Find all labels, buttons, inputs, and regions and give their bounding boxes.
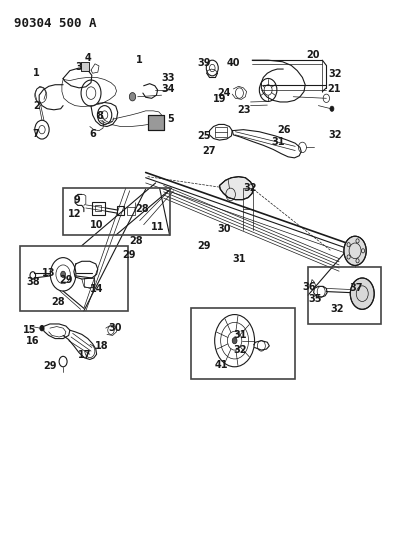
Bar	[308, 266, 381, 324]
Text: 30: 30	[217, 224, 231, 234]
Text: 12: 12	[68, 209, 82, 219]
Text: 32: 32	[330, 304, 344, 314]
Circle shape	[330, 106, 334, 111]
Bar	[148, 115, 164, 130]
Bar	[63, 188, 170, 235]
Text: 31: 31	[234, 330, 247, 341]
Polygon shape	[219, 176, 253, 200]
Text: 16: 16	[26, 336, 39, 346]
Text: 32: 32	[243, 183, 257, 193]
Text: 27: 27	[202, 146, 215, 156]
Bar	[81, 62, 90, 71]
Text: 11: 11	[151, 222, 164, 232]
Bar	[116, 206, 124, 215]
Text: 40: 40	[227, 58, 240, 68]
Text: 30: 30	[109, 323, 122, 333]
Bar	[92, 202, 105, 215]
Text: 19: 19	[213, 94, 227, 104]
Text: 31: 31	[272, 137, 285, 147]
Text: 21: 21	[327, 84, 341, 94]
Text: 18: 18	[95, 341, 109, 351]
Bar	[243, 188, 253, 209]
Text: 25: 25	[197, 131, 211, 141]
Text: 28: 28	[51, 297, 65, 307]
Bar	[81, 62, 90, 71]
Bar	[191, 308, 295, 379]
Text: 24: 24	[217, 88, 231, 98]
Text: 29: 29	[122, 250, 136, 260]
Text: 29: 29	[197, 240, 211, 251]
Bar	[148, 115, 164, 130]
Text: 28: 28	[136, 204, 149, 214]
Text: 36: 36	[302, 282, 316, 293]
Text: 6: 6	[90, 129, 96, 139]
Text: 8: 8	[96, 111, 103, 121]
Text: 37: 37	[349, 284, 363, 294]
Text: 90304 500 A: 90304 500 A	[14, 17, 96, 30]
Text: 9: 9	[74, 195, 81, 205]
Text: 31: 31	[232, 254, 245, 264]
Text: 3: 3	[75, 62, 82, 72]
Text: 34: 34	[162, 84, 175, 94]
Text: 29: 29	[59, 275, 73, 285]
Text: 35: 35	[309, 294, 322, 304]
Text: 5: 5	[167, 114, 173, 124]
Text: 7: 7	[32, 129, 39, 139]
Text: 15: 15	[23, 325, 37, 335]
Circle shape	[344, 236, 366, 265]
Text: 29: 29	[43, 361, 57, 371]
Text: 1: 1	[136, 55, 142, 65]
Text: 23: 23	[237, 105, 251, 115]
Text: 41: 41	[215, 360, 228, 370]
Text: 17: 17	[77, 350, 91, 360]
Circle shape	[61, 271, 66, 278]
Circle shape	[350, 278, 374, 309]
Text: 32: 32	[328, 130, 341, 140]
Bar	[20, 246, 128, 311]
Bar	[215, 126, 228, 137]
Bar	[84, 278, 94, 287]
Text: 28: 28	[129, 237, 143, 246]
Bar	[95, 205, 101, 211]
Text: 14: 14	[90, 285, 103, 295]
Circle shape	[40, 326, 44, 331]
Text: 13: 13	[42, 268, 55, 278]
Text: 32: 32	[234, 345, 247, 355]
Text: 10: 10	[90, 220, 104, 230]
Bar	[127, 207, 135, 215]
Text: 4: 4	[85, 53, 92, 62]
Circle shape	[129, 93, 136, 101]
Text: 38: 38	[26, 277, 39, 287]
Text: 20: 20	[306, 50, 320, 60]
Text: 2: 2	[33, 101, 39, 111]
Text: 33: 33	[162, 74, 175, 84]
Text: 39: 39	[197, 58, 211, 68]
Text: 32: 32	[328, 69, 341, 79]
Text: 26: 26	[277, 125, 291, 135]
Text: 1: 1	[33, 68, 39, 78]
Circle shape	[232, 337, 237, 344]
